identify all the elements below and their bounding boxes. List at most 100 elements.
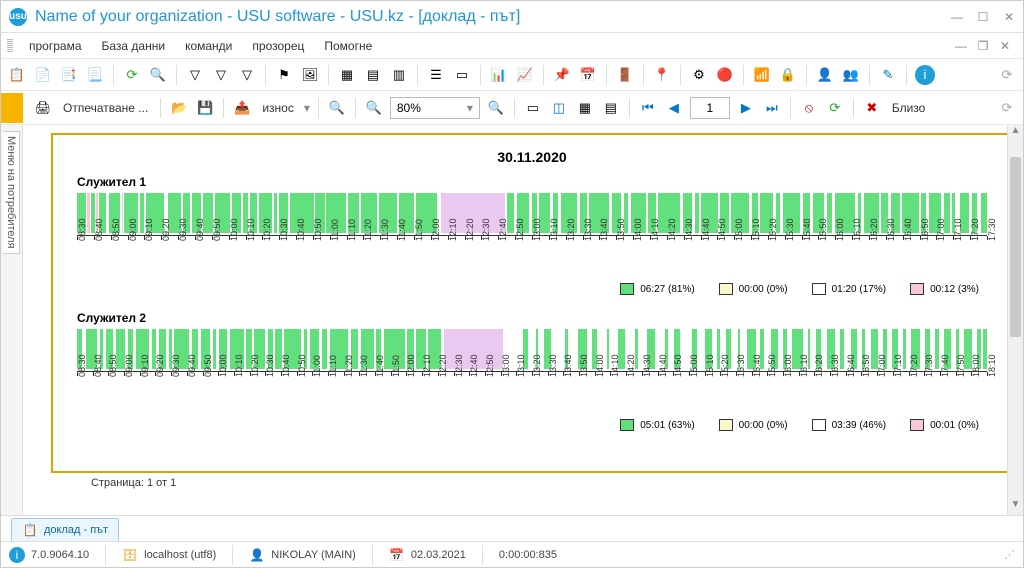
wand-icon[interactable]: ✎ <box>878 65 898 85</box>
mdi-close-button[interactable]: ✕ <box>999 39 1011 53</box>
menubar: програмаБаза данникомандипрозорецПомогне… <box>1 33 1023 59</box>
menu-item[interactable]: База данни <box>94 36 174 56</box>
menu-item[interactable]: Помогне <box>316 36 380 56</box>
user-icon[interactable]: 👤 <box>815 65 835 85</box>
save-icon[interactable]: 💾 <box>195 98 215 118</box>
side-tab-label[interactable]: Меню на потребителя <box>3 131 20 254</box>
refresh-icon[interactable]: ⟳ <box>122 65 142 85</box>
resize-grip[interactable]: ⋰ <box>1004 548 1015 561</box>
find-icon[interactable]: 🔍 <box>327 98 347 118</box>
maximize-button[interactable]: ☐ <box>977 10 989 24</box>
export-icon[interactable]: 📊 <box>489 65 509 85</box>
filter-icon[interactable]: ▽ <box>211 65 231 85</box>
first-page-icon[interactable]: ⏮ <box>638 98 658 118</box>
prev-page-icon[interactable]: ◀ <box>664 98 684 118</box>
color-icon[interactable]: 🔴 <box>715 65 735 85</box>
app-icon: usu <box>9 8 27 26</box>
calendar-icon[interactable]: 📅 <box>578 65 598 85</box>
pin-icon[interactable]: 📌 <box>552 65 572 85</box>
time-axis: 08:3008:4008:5009:0009:1009:2009:3009:40… <box>77 235 987 277</box>
toolbar-icon[interactable]: 📃 <box>85 65 105 85</box>
print-label[interactable]: Отпечатване ... <box>59 101 152 115</box>
status-date: 02.03.2021 <box>411 549 466 561</box>
document-tab[interactable]: 📋 доклад - път <box>11 518 119 541</box>
report-date-title: 30.11.2020 <box>77 149 987 165</box>
gear-icon[interactable]: ⚙ <box>689 65 709 85</box>
toolbar-icon[interactable]: 📄 <box>33 65 53 85</box>
filter-icon[interactable]: ▽ <box>237 65 257 85</box>
toolbar-icon[interactable]: 📑 <box>59 65 79 85</box>
toolbar-icon[interactable]: ▥ <box>389 65 409 85</box>
door-icon[interactable]: 🚪 <box>615 65 635 85</box>
toolbar-icon[interactable]: ☰ <box>426 65 446 85</box>
image-icon[interactable]: 🖼 <box>300 65 320 85</box>
zoom-out-icon[interactable]: 🔍 <box>486 98 506 118</box>
open-icon[interactable]: 📂 <box>169 98 189 118</box>
info-icon[interactable]: i <box>915 65 935 85</box>
close-label[interactable]: Близо <box>888 101 930 115</box>
overflow-icon[interactable]: ⟳ <box>997 65 1017 85</box>
page-footer: Страница: 1 от 1 <box>51 473 1013 493</box>
minimize-button[interactable]: — <box>951 10 963 24</box>
next-page-icon[interactable]: ▶ <box>736 98 756 118</box>
layout-icon[interactable]: ▤ <box>601 98 621 118</box>
info-icon: i <box>9 547 25 563</box>
zoom-in-icon[interactable]: 🔍 <box>364 98 384 118</box>
orange-gutter <box>1 93 23 123</box>
side-panel[interactable]: Меню на потребителя <box>1 125 23 515</box>
titlebar: usu Name of your organization - USU soft… <box>1 1 1023 33</box>
page-input[interactable]: 1 <box>690 97 730 119</box>
zoom-input[interactable]: 80%▾ <box>390 97 480 119</box>
employee-name: Служител 2 <box>77 311 987 325</box>
database-icon: 🗄 <box>122 547 138 563</box>
toolbar-icon[interactable]: 📋 <box>7 65 27 85</box>
document-tabbar: 📋 доклад - път <box>1 515 1023 541</box>
menu-item[interactable]: команди <box>177 36 240 56</box>
window-title: Name of your organization - USU software… <box>35 8 951 26</box>
export-label[interactable]: износ <box>258 101 298 115</box>
status-version: 7.0.9064.10 <box>31 549 89 561</box>
overflow-icon[interactable]: ⟳ <box>997 98 1017 118</box>
filter-icon[interactable]: ▽ <box>185 65 205 85</box>
status-timer: 0:00:00:835 <box>499 549 557 561</box>
menubar-grip <box>7 39 13 53</box>
search-icon[interactable]: 🔍 <box>148 65 168 85</box>
last-page-icon[interactable]: ⏭ <box>762 98 782 118</box>
vertical-scrollbar[interactable]: ▲▼ <box>1007 125 1023 515</box>
employee-legend: 05:01 (63%)00:00 (0%)03:39 (46%)00:01 (0… <box>77 419 979 431</box>
export-icon[interactable]: 📤 <box>232 98 252 118</box>
report-viewport: 30.11.2020 Служител 1 08:3008:4008:5009:0… <box>23 125 1023 515</box>
main-toolbar: 📋 📄 📑 📃 ⟳ 🔍 ▽ ▽ ▽ ⚑ 🖼 ▦ ▤ ▥ ☰ ▭ 📊 📈 📌 📅 … <box>1 59 1023 91</box>
menu-item[interactable]: прозорец <box>244 36 312 56</box>
close-report-icon[interactable]: ✖ <box>862 98 882 118</box>
employee-name: Служител 1 <box>77 175 987 189</box>
statusbar: i 7.0.9064.10 🗄 localhost (utf8) 👤 NIKOLAY … <box>1 541 1023 567</box>
rss-icon[interactable]: 📶 <box>752 65 772 85</box>
calendar-icon: 📅 <box>389 547 405 563</box>
users-icon[interactable]: 👥 <box>841 65 861 85</box>
location-icon[interactable]: 📍 <box>652 65 672 85</box>
layout-icon[interactable]: ◫ <box>549 98 569 118</box>
status-db: localhost (utf8) <box>144 549 216 561</box>
menu-item[interactable]: програма <box>21 36 90 56</box>
flag-icon[interactable]: ⚑ <box>274 65 294 85</box>
layout-icon[interactable]: ▭ <box>523 98 543 118</box>
lock-icon[interactable]: 🔒 <box>778 65 798 85</box>
report-page: 30.11.2020 Служител 1 08:3008:4008:5009:0… <box>51 133 1013 473</box>
toolbar-icon[interactable]: ▤ <box>363 65 383 85</box>
stop-icon[interactable]: ⦸ <box>799 98 819 118</box>
refresh-icon[interactable]: ⟳ <box>825 98 845 118</box>
user-icon: 👤 <box>249 547 265 563</box>
export-excel-icon[interactable]: 📈 <box>515 65 535 85</box>
report-toolbar: 🖨 Отпечатване ... 📂 💾 📤 износ ▾ 🔍 🔍 80%▾… <box>1 91 1023 125</box>
toolbar-icon[interactable]: ▦ <box>337 65 357 85</box>
close-button[interactable]: ✕ <box>1003 10 1015 24</box>
layout-icon[interactable]: ▦ <box>575 98 595 118</box>
toolbar-icon[interactable]: ▭ <box>452 65 472 85</box>
mdi-minimize-button[interactable]: — <box>955 39 967 53</box>
time-axis: 08:3008:4008:5009:0009:1009:2009:3009:40… <box>77 371 987 413</box>
print-icon[interactable]: 🖨 <box>33 98 53 118</box>
mdi-restore-button[interactable]: ❐ <box>977 39 989 53</box>
report-icon: 📋 <box>22 522 38 538</box>
status-user: NIKOLAY (MAIN) <box>271 549 356 561</box>
